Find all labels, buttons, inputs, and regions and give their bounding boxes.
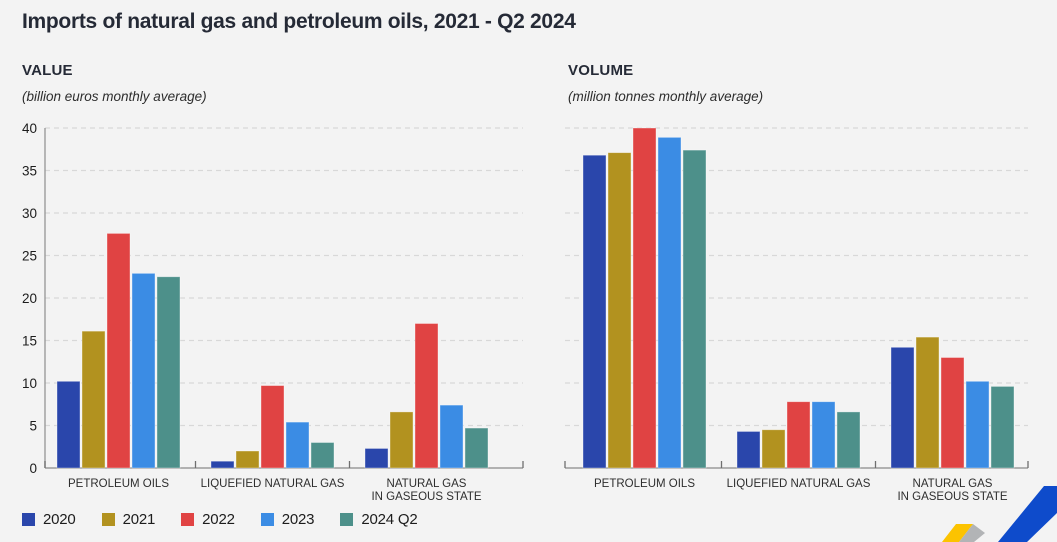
legend-item-2022: 2022 [181, 511, 235, 528]
bar-2024Q2-petroleum-oils [156, 276, 181, 469]
bar-2024Q2-petroleum-oils [682, 149, 707, 469]
y-tick-label: 35 [22, 164, 37, 179]
bar-2024Q2-liquefied-natural-gas [310, 442, 335, 469]
legend-item-2020: 2020 [22, 511, 76, 528]
bar-2022-petroleum-oils [106, 233, 131, 469]
bar-2022-natural-gas [414, 323, 439, 469]
bar-2023-natural-gas [439, 404, 464, 469]
y-tick-label: 0 [29, 461, 37, 476]
bar-2022-petroleum-oils [632, 127, 657, 469]
bar-2021-petroleum-oils [607, 152, 632, 469]
bar-2021-natural-gas [915, 336, 940, 469]
legend-swatch [22, 513, 35, 526]
legend-label: 2020 [43, 511, 76, 528]
bar-2021-natural-gas [389, 411, 414, 469]
bar-2023-petroleum-oils [131, 272, 156, 469]
y-tick-label: 10 [22, 376, 37, 391]
bar-2024Q2-liquefied-natural-gas [836, 411, 861, 469]
legend-swatch [260, 513, 274, 526]
category-label: PETROLEUM OILS [594, 478, 695, 490]
logo-blue-ribbon [998, 486, 1057, 542]
category-label: PETROLEUM OILS [68, 478, 169, 490]
y-tick-label: 25 [22, 249, 37, 264]
bar-2021-liquefied-natural-gas [235, 450, 260, 469]
bar-2024Q2-natural-gas [464, 427, 489, 469]
legend-item-2023: 2023 [260, 511, 315, 528]
legend-item-2021: 2021 [101, 511, 156, 528]
logo-gray-shape [959, 524, 985, 542]
bar-2020-liquefied-natural-gas [210, 460, 235, 469]
volume-chart-heading: VOLUME [568, 62, 634, 79]
volume-chart-subtitle: (million tonnes monthly average) [568, 89, 764, 104]
legend-label: 2022 [202, 511, 235, 528]
legend-label: 2024 Q2 [361, 511, 418, 528]
bar-2023-liquefied-natural-gas [811, 401, 836, 469]
page-title: Imports of natural gas and petroleum oil… [22, 10, 576, 33]
category-label: NATURAL GAS IN GASEOUS STATE [371, 478, 481, 503]
bar-2022-liquefied-natural-gas [786, 401, 811, 469]
legend-label: 2023 [281, 511, 315, 528]
category-label: NATURAL GAS IN GASEOUS STATE [897, 478, 1007, 503]
legend-swatch [340, 513, 354, 526]
bar-2021-liquefied-natural-gas [761, 429, 786, 469]
value-bar-chart: PETROLEUM OILS LIQUEFIED NATURAL GAS NATUR… [22, 121, 524, 503]
y-tick-label: 15 [22, 334, 37, 349]
volume-bar-chart: PETROLEUM OILS LIQUEFIED NATURAL GAS NATUR… [564, 127, 1029, 503]
bar-2024Q2-natural-gas [990, 385, 1015, 469]
y-tick-label: 20 [22, 291, 37, 306]
logo-yellow-shape [942, 524, 973, 542]
bar-2023-petroleum-oils [657, 136, 682, 469]
bar-2020-natural-gas [890, 346, 915, 469]
y-tick-label: 40 [22, 121, 37, 136]
chart-legend: 2020 2021 2022 2023 2024 Q2 [22, 511, 443, 528]
bar-2022-natural-gas [940, 357, 965, 469]
y-tick-label: 30 [22, 206, 37, 221]
category-label: LIQUEFIED NATURAL GAS [201, 478, 345, 490]
legend-label: 2021 [122, 511, 156, 528]
bar-2022-liquefied-natural-gas [260, 385, 285, 469]
bar-2023-natural-gas [965, 380, 990, 469]
bar-2023-liquefied-natural-gas [285, 421, 310, 469]
legend-swatch [101, 513, 115, 526]
legend-item-2024Q2: 2024 Q2 [340, 511, 418, 528]
value-chart-subtitle: (billion euros monthly average) [22, 89, 207, 104]
category-label: LIQUEFIED NATURAL GAS [727, 478, 871, 490]
value-chart-heading: VALUE [22, 62, 73, 79]
bar-2021-petroleum-oils [81, 330, 106, 469]
y-tick-label: 5 [29, 419, 37, 434]
bar-2020-liquefied-natural-gas [736, 431, 761, 469]
bar-2020-petroleum-oils [582, 154, 607, 469]
bar-2020-petroleum-oils [56, 380, 81, 469]
legend-swatch [181, 513, 195, 526]
bar-2020-natural-gas [364, 448, 389, 469]
eurostat-ribbon-logo [942, 486, 1057, 542]
